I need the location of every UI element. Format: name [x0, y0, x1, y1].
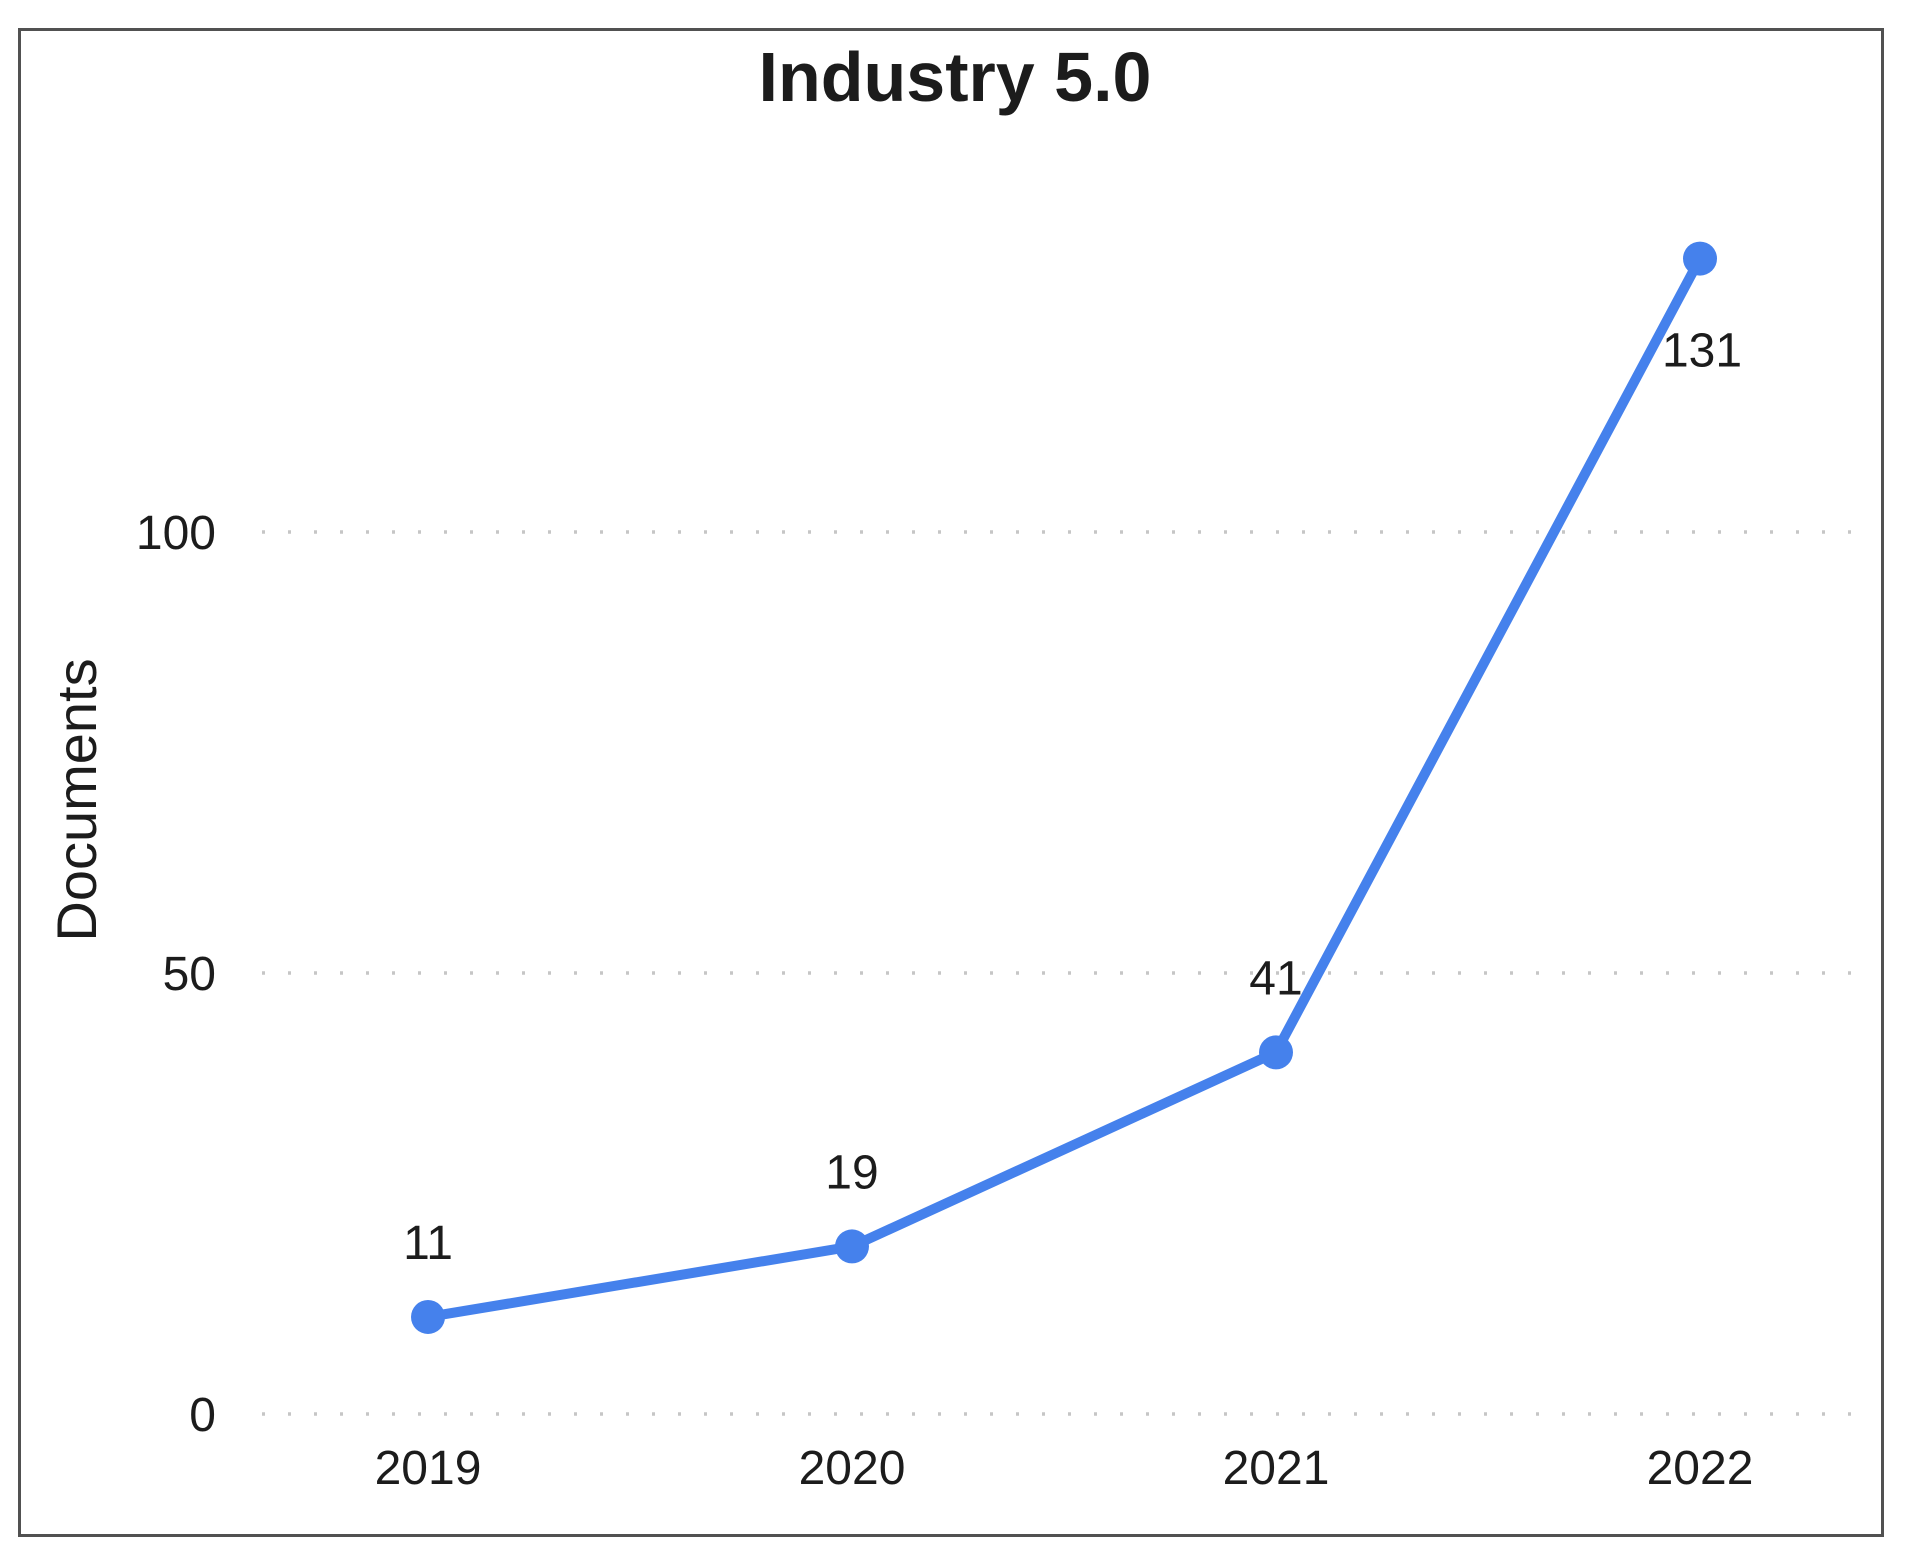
data-point-marker [411, 1299, 445, 1334]
data-point-marker [1683, 241, 1717, 276]
x-tick-label: 2022 [1647, 1442, 1754, 1495]
x-tick-label: 2021 [1223, 1442, 1330, 1495]
data-value-label: 131 [1662, 325, 1742, 378]
series-line [423, 253, 1705, 1322]
x-tick-label: 2019 [375, 1442, 482, 1495]
data-value-label: 11 [403, 1217, 453, 1270]
plot-area: 0 50 100 2019 2020 2021 2022 11 19 41 131 [136, 241, 1863, 1495]
y-axis-title: Documents [45, 658, 108, 941]
data-value-label: 41 [1249, 952, 1302, 1005]
chart-title: Industry 5.0 [759, 38, 1152, 116]
data-value-label: 19 [825, 1146, 878, 1199]
y-tick-label: 100 [136, 507, 216, 560]
chart-frame-border [18, 28, 1884, 1537]
x-tick-label: 2020 [799, 1442, 906, 1495]
data-point-marker [1259, 1035, 1293, 1070]
data-point-marker [835, 1229, 869, 1264]
y-tick-label: 0 [189, 1389, 216, 1442]
y-tick-label: 50 [163, 948, 216, 1001]
